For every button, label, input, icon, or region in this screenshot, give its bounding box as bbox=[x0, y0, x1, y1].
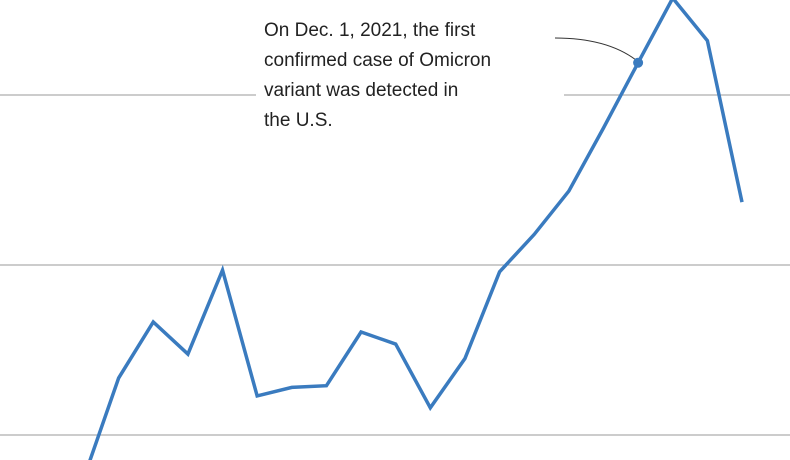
annotation-text: variant was detected in bbox=[264, 80, 458, 101]
annotation-text: the U.S. bbox=[264, 110, 333, 131]
annotation-text: confirmed case of Omicron bbox=[264, 50, 491, 71]
annotation-backdrop bbox=[256, 80, 564, 110]
data-line bbox=[88, 0, 744, 460]
annotation-text: On Dec. 1, 2021, the first bbox=[264, 20, 476, 41]
annotation-dot bbox=[633, 57, 644, 68]
annotation-leader bbox=[554, 37, 637, 61]
